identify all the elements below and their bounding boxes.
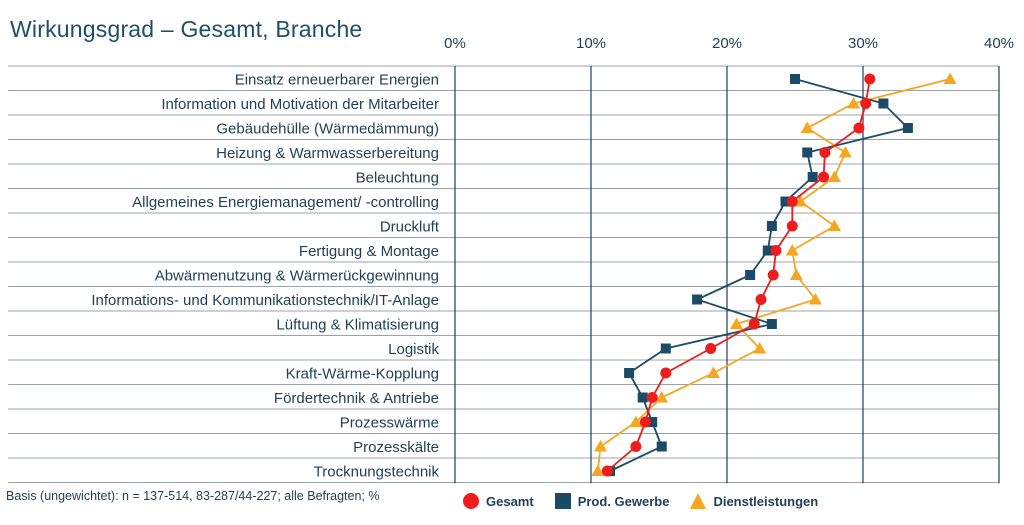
data-point	[827, 219, 841, 231]
footnote: Basis (ungewichtet): n = 137-514, 83-287…	[6, 489, 380, 503]
data-point	[655, 391, 669, 403]
data-point	[838, 146, 852, 158]
legend-item: Dienstleistungen	[689, 492, 818, 510]
data-point	[745, 270, 756, 280]
data-point	[705, 343, 717, 354]
legend-item: Prod. Gewerbe	[554, 492, 670, 510]
data-point	[692, 294, 703, 305]
legend-marker	[463, 493, 479, 509]
category-label: Information und Motivation der Mitarbeit…	[161, 96, 439, 113]
data-point	[753, 342, 767, 354]
data-point	[647, 417, 658, 427]
data-point	[755, 294, 767, 305]
data-point	[808, 293, 822, 305]
data-point	[767, 269, 779, 281]
category-label: Informations- und Kommunikationstechnik/…	[91, 292, 439, 309]
legend-label: Dienstleistungen	[713, 493, 819, 509]
data-point	[902, 123, 913, 133]
data-point	[766, 221, 777, 231]
category-label: Kraft-Wärme-Kopplung	[286, 366, 439, 383]
data-point	[780, 196, 791, 207]
category-label: Allgemeines Energiemanagement/ -controll…	[132, 194, 439, 211]
data-point	[730, 317, 744, 329]
legend-marker	[690, 493, 707, 509]
x-tick-layer: 0% 10% 20% 30% 40%	[444, 35, 1014, 52]
category-label: Gebäudehülle (Wärmedämmung)	[216, 121, 439, 138]
data-point	[594, 440, 608, 452]
data-point	[864, 73, 876, 85]
legend-marker	[554, 493, 571, 509]
data-point	[591, 464, 605, 476]
data-point	[706, 366, 720, 378]
data-point	[660, 367, 672, 379]
data-point	[637, 392, 648, 403]
category-label: Einsatz erneuerbarer Energien	[235, 72, 439, 89]
chart-title: Wirkungsgrad – Gesamt, Branche	[10, 16, 363, 42]
x-tick-label: 0%	[444, 35, 466, 52]
data-point	[601, 465, 613, 477]
category-label: Logistik	[388, 341, 439, 358]
legend-marker-shape	[554, 493, 571, 509]
data-point	[878, 98, 889, 109]
data-point	[770, 245, 782, 256]
data-point	[790, 74, 800, 84]
series-layer	[591, 72, 957, 477]
data-point	[786, 196, 798, 207]
legend: Gesamt Prod. Gewerbe Dienstleistungen	[462, 490, 818, 512]
data-point	[827, 170, 841, 182]
data-point	[800, 121, 814, 133]
data-point	[748, 318, 760, 330]
data-point	[943, 72, 957, 84]
legend-label: Gesamt	[486, 493, 534, 509]
data-point	[789, 268, 803, 280]
data-point	[762, 245, 773, 256]
category-label: Trocknungstechnik	[314, 464, 440, 481]
data-point	[660, 343, 671, 354]
data-point	[624, 368, 635, 378]
data-point	[786, 220, 798, 232]
legend-marker-shape	[463, 493, 479, 509]
category-label: Fertigung & Montage	[299, 243, 439, 260]
category-label: Fördertechnik & Antriebe	[274, 390, 439, 407]
data-point	[656, 441, 667, 452]
data-point	[853, 122, 865, 134]
category-label: Abwärmenutzung & Wärmerückgewinnung	[155, 268, 439, 285]
x-tick-label: 30%	[848, 35, 878, 52]
legend-label: Prod. Gewerbe	[577, 493, 670, 509]
category-label: Heizung & Warmwasserbereitung	[216, 145, 439, 162]
data-point	[639, 416, 651, 428]
category-label: Beleuchtung	[356, 170, 439, 187]
x-tick-label: 20%	[712, 35, 742, 52]
data-point	[846, 97, 860, 109]
data-point	[630, 441, 642, 452]
data-point	[646, 392, 658, 403]
x-tick-label: 40%	[984, 35, 1014, 52]
data-point	[818, 171, 830, 183]
legend-item: Gesamt	[462, 492, 534, 510]
data-point	[819, 147, 831, 158]
legend-marker-shape	[690, 493, 707, 509]
data-point	[629, 415, 643, 427]
category-label: Prozesskälte	[353, 439, 439, 456]
data-point	[802, 147, 813, 158]
category-label: Druckluft	[380, 219, 440, 236]
data-point	[785, 244, 799, 256]
x-tick-label: 10%	[576, 35, 606, 52]
category-label: Prozesswärme	[340, 415, 439, 432]
grid-layer	[8, 65, 1000, 484]
data-point	[766, 319, 777, 329]
data-point	[860, 98, 872, 109]
data-point	[807, 172, 818, 182]
category-label: Lüftung & Klimatisierung	[276, 317, 439, 334]
category-label-layer: Einsatz erneuerbarer Energien Information…	[91, 72, 440, 481]
